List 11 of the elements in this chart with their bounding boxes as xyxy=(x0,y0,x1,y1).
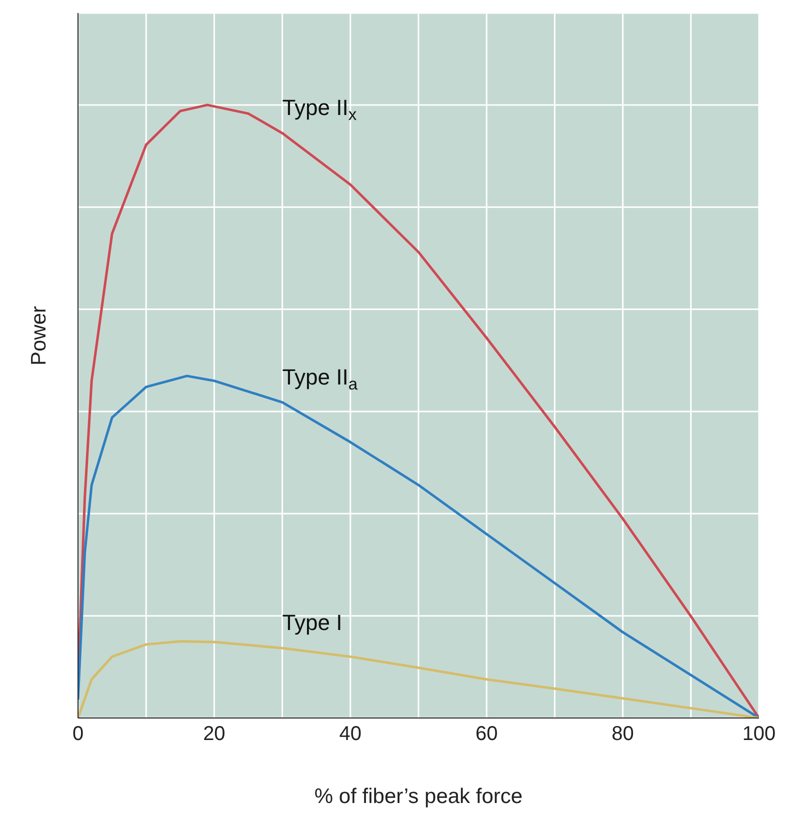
x-tick-label: 20 xyxy=(203,723,226,746)
series-label: Type II$_{x}$ xyxy=(282,95,358,124)
x-tick-label: 80 xyxy=(612,723,634,746)
x-tick-label: 40 xyxy=(339,723,362,746)
x-axis-title: % of fiber’s peak force xyxy=(314,784,523,808)
series-label: Type II$_{a}$ xyxy=(282,364,358,394)
y-axis-title: Power xyxy=(27,306,50,366)
x-tick-label: 60 xyxy=(475,723,498,746)
x-tick-label: 0 xyxy=(72,723,84,746)
x-tick-label: 100 xyxy=(742,723,776,746)
series-label: Type I xyxy=(282,610,342,636)
